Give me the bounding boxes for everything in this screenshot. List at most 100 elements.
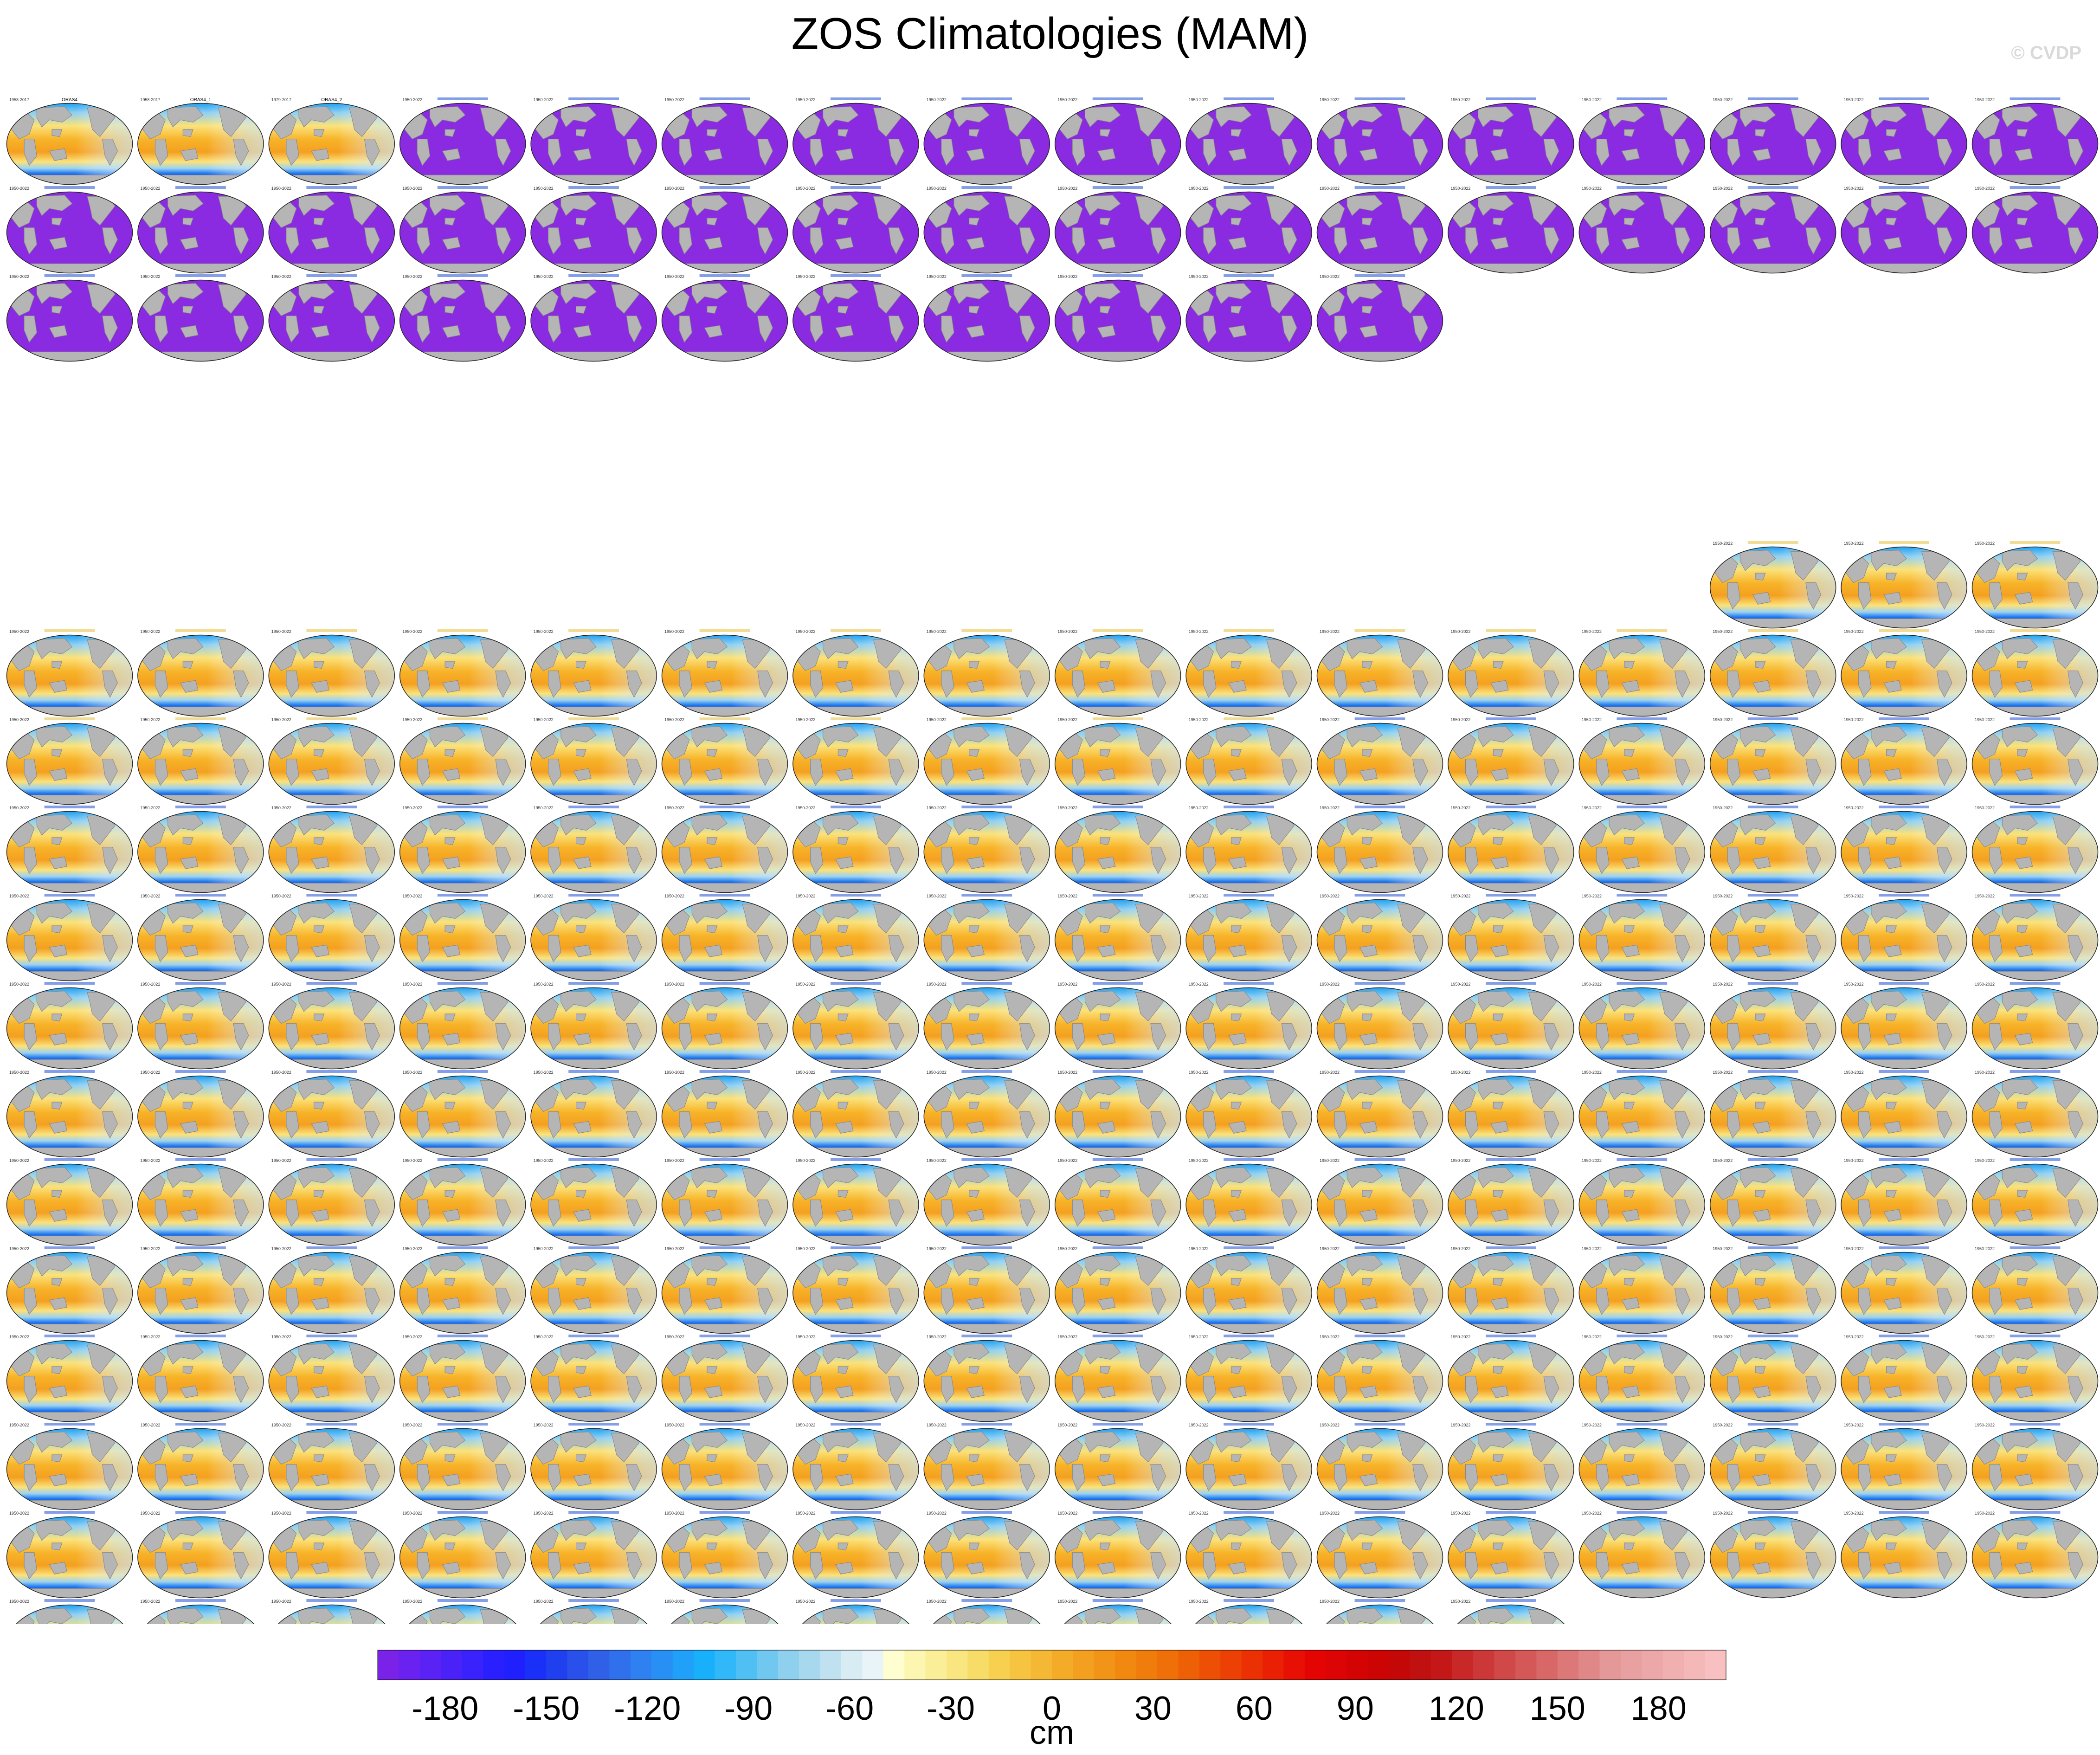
map-panel: 1950-2022 — [1841, 1511, 1967, 1599]
panel-label — [961, 1423, 1012, 1426]
panel-label — [44, 1423, 95, 1426]
panel-label — [961, 1599, 1012, 1602]
panel-period: 1950-2022 — [534, 274, 554, 279]
panel-label — [1617, 1423, 1668, 1426]
colorbar-bin — [1073, 1650, 1095, 1680]
panel-label — [831, 806, 881, 808]
panel-label — [306, 982, 357, 985]
panel-border — [1709, 1428, 1836, 1510]
panel-period: 1950-2022 — [402, 1158, 422, 1163]
panel-label — [568, 1246, 619, 1249]
panel-border — [1316, 723, 1443, 805]
map-panel: 1950-2022 — [661, 186, 788, 274]
panel-period: 1950-2022 — [927, 1599, 947, 1604]
panel-label — [1092, 1335, 1143, 1337]
panel-period: 1950-2022 — [1320, 894, 1340, 898]
panel-label — [1224, 1423, 1274, 1426]
panel-period: 1950-2022 — [1450, 1070, 1470, 1075]
panel-period: 1950-2022 — [1320, 274, 1340, 279]
colorbar-bin — [441, 1650, 463, 1680]
panel-border — [1971, 546, 2099, 629]
map-panel: 1950-2022 — [1971, 1511, 2099, 1599]
panel-period: 1950-2022 — [927, 1246, 947, 1251]
land-mask — [1712, 195, 1826, 273]
map-panel: 1950-2022 — [1841, 1158, 1967, 1246]
panel-border — [792, 634, 919, 717]
land-mask — [1319, 1255, 1433, 1334]
map-panel: 1950-2022 — [1185, 1599, 1312, 1624]
panel-border — [137, 191, 264, 274]
panel-label — [175, 1158, 226, 1161]
panel-period: 1950-2022 — [140, 1246, 160, 1251]
panel-period: 1950-2022 — [140, 806, 160, 810]
panel-border — [923, 723, 1050, 805]
colorbar-bin — [715, 1650, 736, 1680]
panel-border — [792, 103, 919, 185]
panel-period: 1950-2022 — [402, 629, 422, 634]
panel-period: 1950-2022 — [1189, 1423, 1209, 1427]
land-mask — [795, 106, 909, 185]
map-panel: 1950-2022 — [1709, 717, 1836, 805]
map-panel: 1950-2022 — [1185, 894, 1312, 981]
panel-label — [831, 1423, 881, 1426]
panel-label — [1092, 1158, 1143, 1161]
map-panel: 1950-2022 — [1971, 97, 2099, 185]
colorbar-bin — [1642, 1650, 1663, 1680]
panel-label — [699, 1158, 750, 1161]
panel-border — [268, 899, 395, 981]
panel-label — [831, 894, 881, 897]
panel-period: 1950-2022 — [927, 982, 947, 987]
map-panel: 1950-2022 — [1841, 629, 1967, 717]
panel-label — [175, 629, 226, 632]
panel-border — [1709, 546, 1836, 629]
panel-period: 1950-2022 — [1189, 97, 1209, 102]
panel-border — [661, 1075, 788, 1158]
panel-border — [6, 1340, 133, 1422]
map-panel: 1950-2022 — [661, 1511, 788, 1599]
panel-border — [268, 987, 395, 1070]
map-panel: 1950-2022 — [530, 97, 657, 185]
panel-border — [1457, 1604, 1565, 1624]
panel-border — [923, 1516, 1050, 1599]
panel-label — [699, 1070, 750, 1073]
panel-border — [1316, 1075, 1443, 1158]
map-panel: 1950-2022 — [661, 274, 788, 362]
panel-label — [699, 1335, 750, 1337]
panel-period: 1950-2022 — [664, 1599, 684, 1604]
land-mask — [1581, 638, 1695, 716]
panel-label — [1354, 1423, 1405, 1426]
map-panel: 1950-2022 — [1578, 1070, 1706, 1158]
panel-border — [1709, 1075, 1836, 1158]
panel-label: ORAS4_2 — [321, 97, 342, 103]
panel-period: 1950-2022 — [1713, 806, 1733, 810]
panel-border — [1971, 1163, 2099, 1246]
land-mask — [1057, 1167, 1171, 1245]
panel-period: 1950-2022 — [927, 629, 947, 634]
map-panel: 1950-2022 — [530, 1511, 657, 1599]
panel-label — [568, 274, 619, 277]
map-panel: 1950-2022 — [1709, 806, 1836, 893]
panel-border — [1448, 1516, 1574, 1599]
panel-label — [44, 1599, 95, 1602]
panel-label — [44, 1070, 95, 1073]
map-panel: 1950-2022 — [1841, 806, 1967, 893]
panel-period: 1950-2022 — [1582, 1246, 1602, 1251]
panel-period: 1950-2022 — [9, 1511, 29, 1516]
map-panel: 1950-2022 — [1316, 1423, 1443, 1510]
map-panel: 1950-2022 — [6, 1511, 133, 1599]
map-panel: 1950-2022 — [530, 1158, 657, 1246]
panel-border — [1316, 1428, 1443, 1510]
panel-label — [699, 1511, 750, 1514]
map-panel: 1950-2022 — [530, 1070, 657, 1158]
colorbar-bin — [1578, 1650, 1600, 1680]
panel-period: 1950-2022 — [9, 1070, 29, 1075]
panel-label — [699, 1246, 750, 1249]
panel-period: 1950-2022 — [1713, 982, 1733, 987]
map-panel: 1950-2022 — [1971, 186, 2099, 274]
map-panel: 1950-2022 — [399, 1158, 526, 1246]
panel-period: 1950-2022 — [402, 1423, 422, 1427]
panel-period: 1950-2022 — [1189, 1246, 1209, 1251]
colorbar-tick-label: -120 — [614, 1690, 681, 1727]
panel-period: 1950-2022 — [1582, 982, 1602, 987]
panel-border — [1448, 811, 1574, 893]
